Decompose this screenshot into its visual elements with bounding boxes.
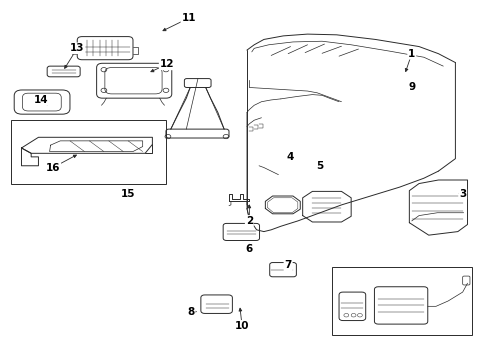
Text: 15: 15 xyxy=(121,189,135,199)
Text: 9: 9 xyxy=(407,82,414,93)
Text: 8: 8 xyxy=(187,307,194,317)
Text: 1: 1 xyxy=(407,49,414,59)
Text: 3: 3 xyxy=(458,189,466,199)
Text: 2: 2 xyxy=(245,216,252,226)
Text: 4: 4 xyxy=(286,152,294,162)
Bar xyxy=(331,267,471,335)
Text: 13: 13 xyxy=(70,43,84,53)
Text: 16: 16 xyxy=(46,163,60,172)
Text: 11: 11 xyxy=(181,13,196,23)
Text: 5: 5 xyxy=(315,161,323,171)
Text: 6: 6 xyxy=(245,244,252,255)
Text: 10: 10 xyxy=(234,321,249,331)
Bar xyxy=(11,120,165,184)
Text: 7: 7 xyxy=(284,260,291,270)
Text: 14: 14 xyxy=(34,95,48,105)
Text: 12: 12 xyxy=(160,59,174,69)
